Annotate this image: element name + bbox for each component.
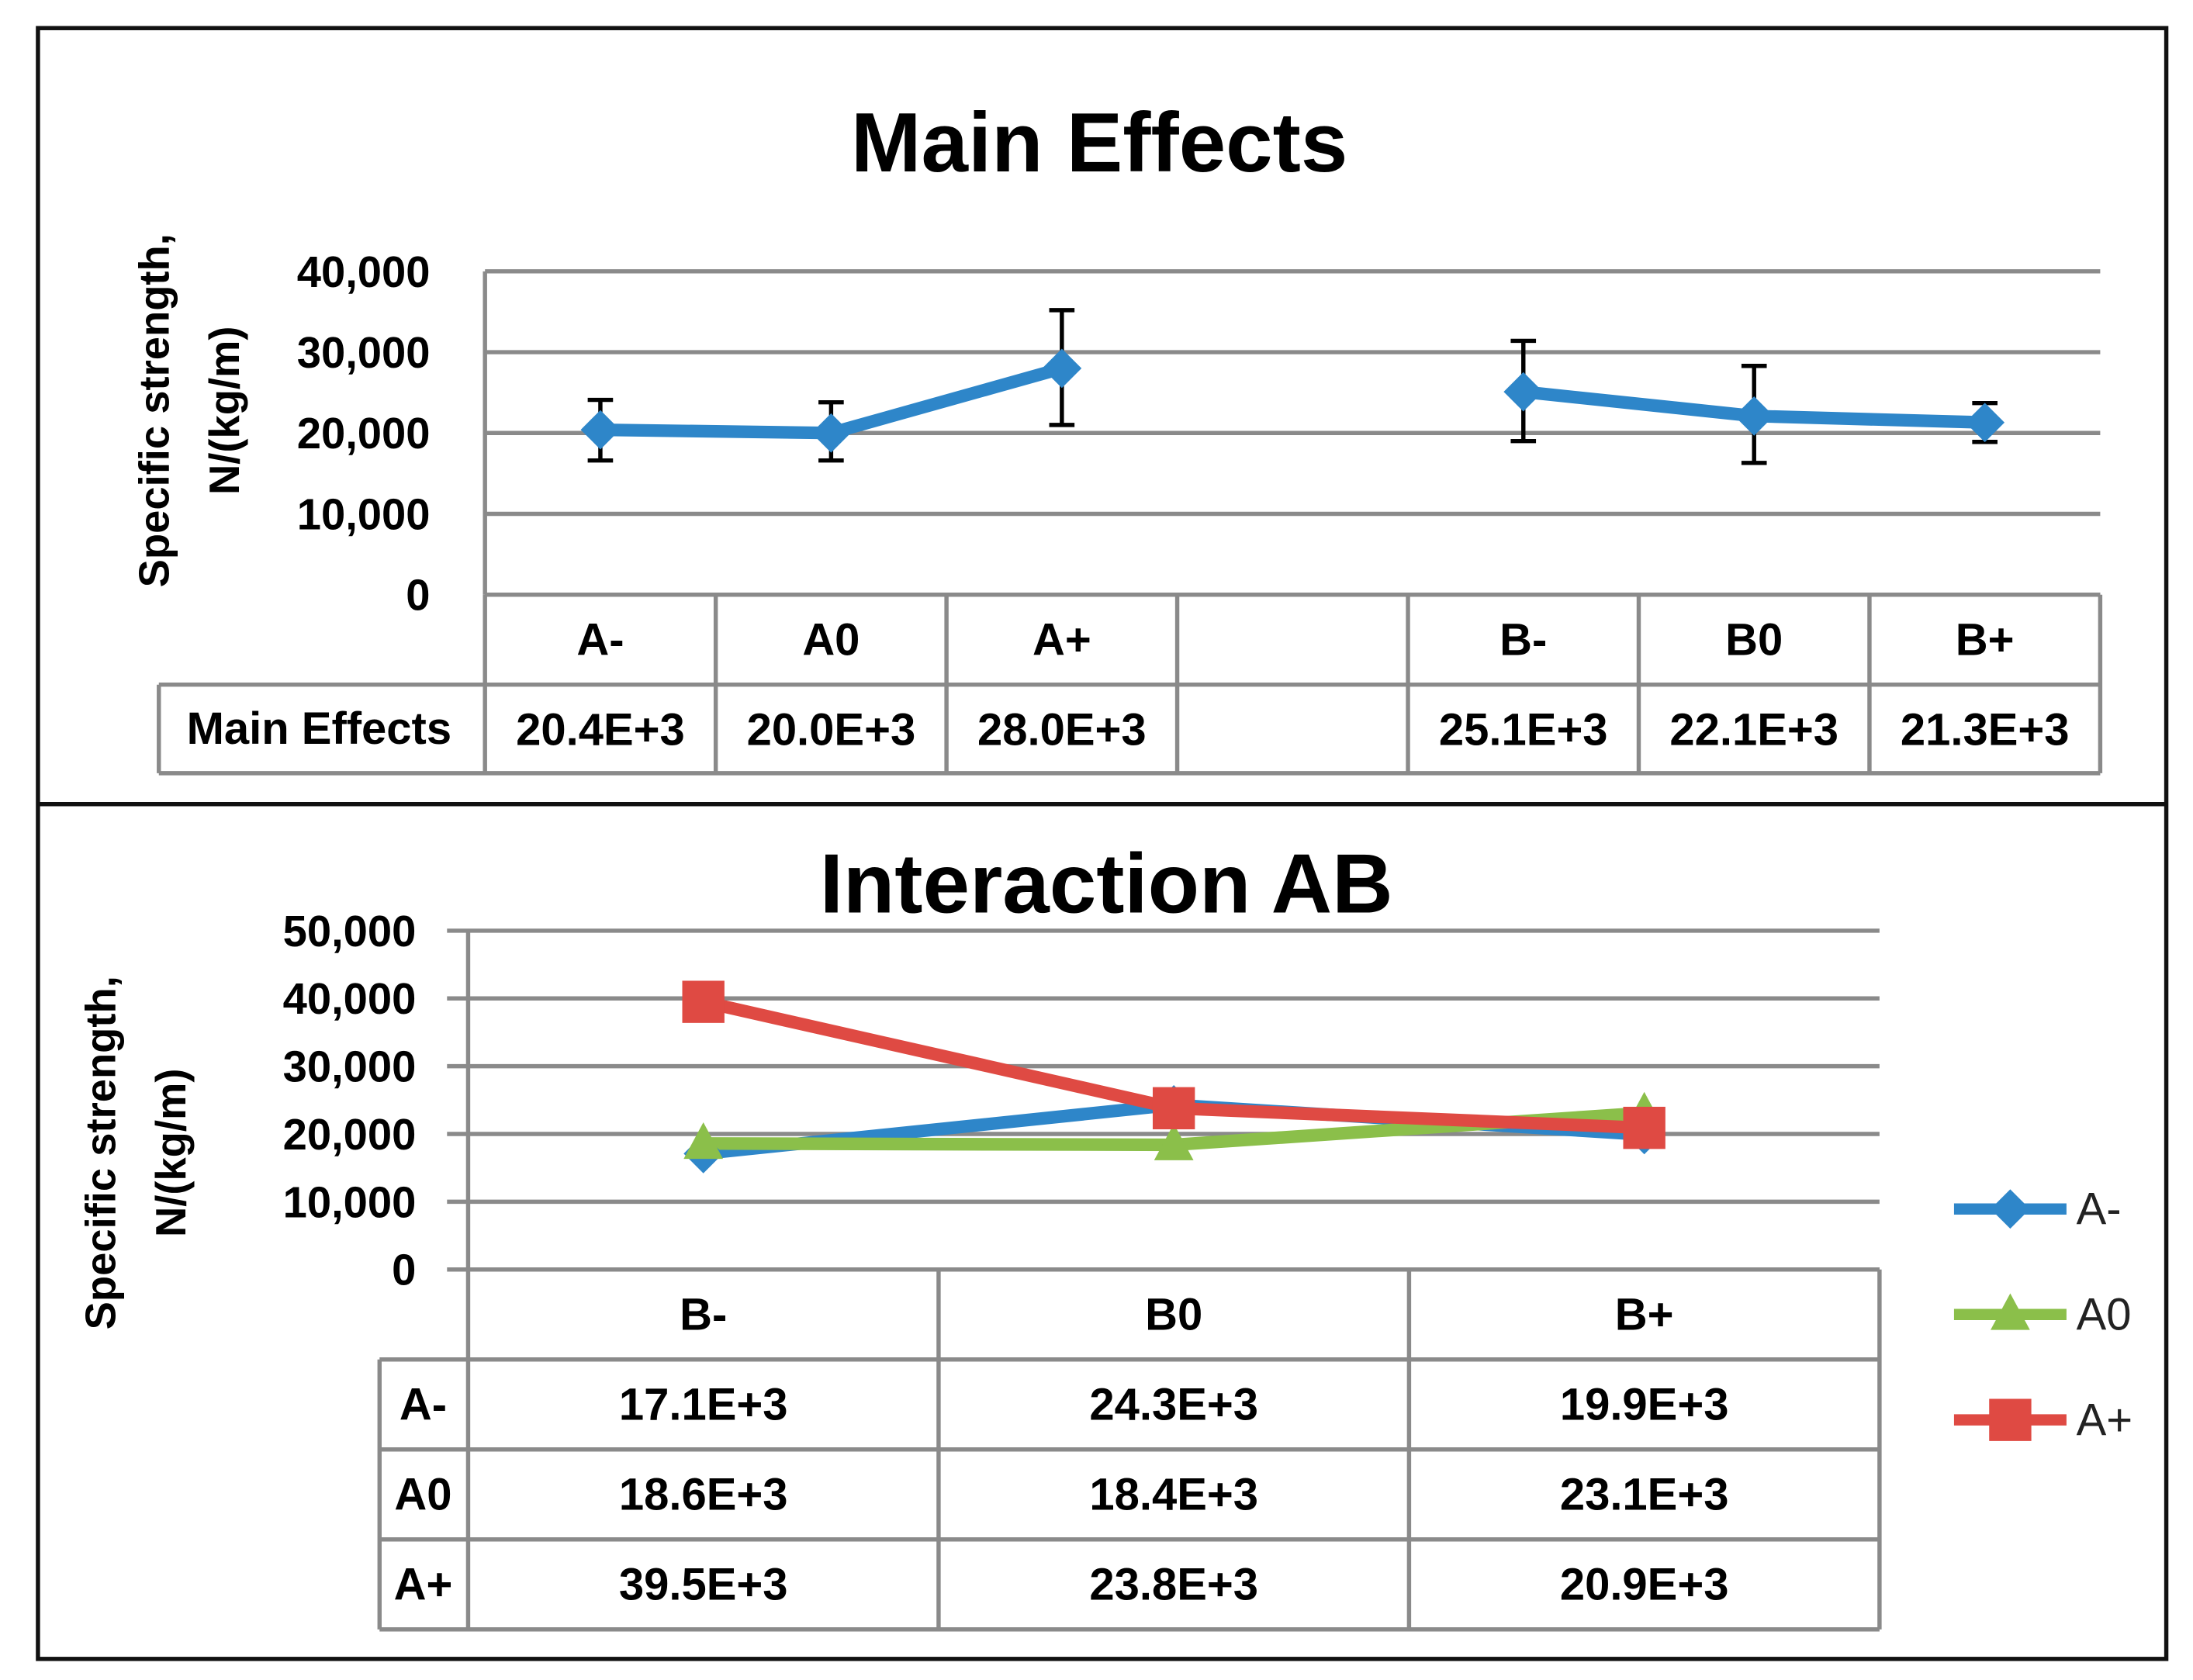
main-effects-table-cell: 20.0E+3 — [747, 706, 916, 755]
main-effects-data-point — [1042, 348, 1082, 389]
main-effects-ytick-label: 0 — [406, 571, 430, 620]
interaction-table-cell: 18.6E+3 — [619, 1471, 788, 1520]
main-effects-table-cell: 25.1E+3 — [1439, 706, 1608, 755]
interaction-category-label: B- — [680, 1291, 727, 1340]
interaction-ytick-label: 0 — [392, 1246, 416, 1295]
main-effects-category-label: B- — [1499, 616, 1547, 665]
main-effects-data-point — [1503, 372, 1544, 412]
interaction-category-label: B0 — [1145, 1291, 1202, 1340]
interaction-data-point-A0 — [1154, 1123, 1194, 1160]
main-effects-data-point — [1965, 403, 2005, 443]
legend-label-A+: A+ — [2077, 1396, 2133, 1446]
interaction-table-cell: 17.1E+3 — [619, 1381, 788, 1430]
interaction-panel: Interaction AB Specific strength, N/(kg/… — [78, 837, 2133, 1632]
interaction-data-point-A+ — [682, 980, 725, 1023]
interaction-category-label: B+ — [1615, 1291, 1674, 1340]
interaction-table-row-label: A+ — [394, 1561, 453, 1610]
main-effects-category-label: B+ — [1956, 616, 2015, 665]
legend-marker-A- — [1991, 1189, 2030, 1229]
main-effects-ytick-label: 10,000 — [297, 489, 431, 538]
interaction-ylabel-line1: Specific strength, — [78, 976, 125, 1329]
interaction-data-point-A+ — [1623, 1106, 1666, 1149]
interaction-ytick-label: 30,000 — [283, 1042, 417, 1091]
main-effects-category-label: A0 — [802, 616, 860, 665]
interaction-ytick-label: 40,000 — [283, 974, 417, 1023]
interaction-ytick-label: 10,000 — [283, 1177, 417, 1226]
main-effects-table-cell: 21.3E+3 — [1901, 706, 2070, 755]
main-effects-panel: Main Effects Specific strength, N/(kg/m)… — [130, 96, 2103, 776]
main-effects-table-row-label: Main Effects — [187, 704, 452, 754]
main-effects-ytick-label: 30,000 — [297, 328, 431, 377]
main-effects-data-point — [1734, 396, 1774, 436]
interaction-table-cell: 18.4E+3 — [1089, 1471, 1258, 1520]
main-effects-table-cell: 20.4E+3 — [516, 706, 685, 755]
main-effects-table-cell: 28.0E+3 — [977, 706, 1147, 755]
main-effects-category-label: B0 — [1725, 616, 1783, 665]
interaction-title: Interaction AB — [820, 837, 1393, 931]
interaction-table-cell: 24.3E+3 — [1089, 1381, 1258, 1430]
interaction-table-cell: 23.1E+3 — [1560, 1471, 1729, 1520]
interaction-table-row-label: A- — [400, 1381, 447, 1430]
interaction-data-point-A+ — [1152, 1087, 1195, 1129]
interaction-table-cell: 39.5E+3 — [619, 1561, 788, 1610]
main-effects-ylabel-line2: N/(kg/m) — [201, 327, 248, 495]
main-effects-data-point — [580, 410, 621, 450]
main-effects-data-point — [811, 413, 851, 453]
main-effects-title: Main Effects — [851, 96, 1347, 190]
main-effects-category-label: A- — [576, 616, 624, 665]
interaction-ytick-label: 20,000 — [283, 1110, 417, 1159]
main-effects-ytick-label: 40,000 — [297, 247, 431, 296]
main-effects-ytick-label: 20,000 — [297, 409, 431, 458]
outer-frame — [36, 26, 2169, 1661]
interaction-table-cell: 19.9E+3 — [1560, 1381, 1729, 1430]
interaction-data-point-A0 — [683, 1122, 724, 1160]
legend-label-A-: A- — [2077, 1185, 2122, 1235]
main-effects-category-label: A+ — [1033, 616, 1091, 665]
legend-label-A0: A0 — [2077, 1291, 2132, 1340]
legend-marker-A0 — [1991, 1293, 2030, 1330]
interaction-ylabel-line2: N/(kg/m) — [147, 1069, 195, 1237]
interaction-table-cell: 23.8E+3 — [1089, 1561, 1258, 1610]
interaction-table-row-label: A0 — [394, 1471, 451, 1520]
legend-marker-A+ — [1989, 1398, 2032, 1441]
main-effects-table-cell: 22.1E+3 — [1669, 706, 1838, 755]
interaction-table-cell: 20.9E+3 — [1560, 1561, 1729, 1610]
main-effects-ylabel-line1: Specific strength, — [130, 233, 178, 587]
interaction-ytick-label: 50,000 — [283, 907, 417, 956]
